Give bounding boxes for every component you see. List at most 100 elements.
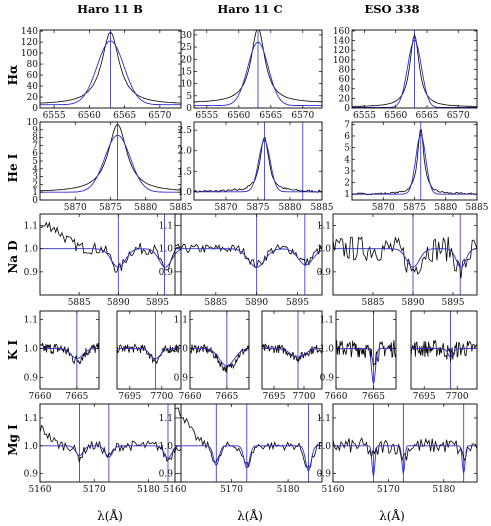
x-tick-label: 5885 — [68, 298, 91, 308]
y-tick-label: 1.0 — [320, 345, 335, 355]
observed-spectrum-line — [262, 343, 322, 363]
y-tick-label: 7 — [32, 141, 38, 151]
model-fit-line — [40, 248, 181, 268]
y-tick-label: 20 — [181, 55, 193, 65]
model-fit-line — [194, 139, 322, 193]
x-tick-label: 5875 — [403, 203, 426, 213]
observed-spectrum-line — [352, 128, 477, 196]
y-tick-label: 160 — [333, 27, 350, 37]
y-tick-label: 1.1 — [159, 414, 173, 424]
y-tick-label: 1.1 — [317, 414, 331, 424]
plot-area — [175, 404, 322, 482]
panel-frame — [332, 213, 478, 296]
panel-frame — [174, 403, 323, 483]
y-tick-label: 1 — [32, 188, 38, 198]
panel-mg-i-eso-338: 5160 5170 5180 0.9 1.0 1.1 — [317, 403, 478, 495]
y-tick-label: 120 — [333, 46, 350, 56]
y-tick-label: 4 — [344, 155, 350, 165]
observed-spectrum-line — [40, 342, 99, 365]
model-fit-line — [336, 348, 396, 385]
column-title-eso338: ESO 338 — [364, 2, 419, 16]
panel-frame — [39, 29, 182, 109]
model-fit-line — [40, 348, 99, 360]
model-fit-line — [262, 348, 322, 358]
observed-spectrum-line — [411, 339, 477, 362]
panel-k-i-haro-11-c-b: 7695 7700 — [261, 310, 323, 402]
x-tick-label: 7665 — [215, 392, 238, 402]
x-tick-label: 6570 — [447, 111, 470, 121]
y-tick-label: 120 — [21, 38, 38, 48]
observed-spectrum-line — [40, 424, 181, 463]
x-tick-label: 7700 — [446, 392, 469, 402]
y-tick-label: 2 — [32, 180, 38, 190]
y-tick-label: 0 — [32, 104, 38, 114]
y-tick-label: 2.0 — [178, 147, 193, 157]
plot-area — [175, 214, 322, 295]
y-tick-label: 1 — [344, 190, 350, 200]
x-tick-label: 5160 — [164, 485, 187, 495]
y-tick-label: 1.0 — [317, 245, 332, 255]
x-tick-label: 5880 — [279, 203, 302, 213]
y-tick-label: 60 — [339, 75, 351, 85]
plot-area — [117, 311, 181, 389]
y-tick-label: 40 — [339, 85, 351, 95]
observed-spectrum-line — [40, 221, 181, 273]
y-tick-label: 0 — [344, 104, 350, 114]
x-tick-label: 6570 — [291, 111, 314, 121]
row-label-mgi: Mg I — [6, 424, 20, 456]
x-axis-label-col3: λ(Å) — [379, 508, 405, 523]
model-fit-line — [333, 445, 477, 477]
plot-area — [333, 214, 477, 295]
plot-area — [194, 30, 322, 108]
y-tick-label: 1.1 — [24, 414, 38, 424]
observed-spectrum-line — [40, 124, 181, 192]
y-tick-label: 60 — [27, 71, 39, 81]
model-fit-line — [352, 134, 477, 195]
y-tick-label: 0.9 — [159, 268, 174, 278]
model-fit-line — [40, 445, 181, 459]
observed-spectrum-line — [190, 343, 249, 373]
model-fit-line — [333, 248, 477, 268]
x-tick-label: 5160 — [29, 485, 52, 495]
y-tick-label: 6 — [32, 149, 38, 159]
panel-he-i-eso-338: 5870 5875 5880 5885 12 3 45 6 7 — [344, 120, 488, 213]
plot-area — [40, 122, 181, 200]
y-tick-label: 5 — [32, 157, 38, 167]
panel-k-i-haro-11-c-a: 7660 7665 0.9 1.0 1.1 — [174, 310, 250, 402]
x-tick-label: 7660 — [29, 392, 52, 402]
y-tick-label: 1.1 — [317, 222, 331, 232]
y-tick-label: 8 — [32, 134, 38, 144]
y-tick-label: 140 — [21, 27, 38, 37]
x-tick-label: 7700 — [150, 392, 173, 402]
y-tick-label: 1.1 — [320, 316, 334, 326]
panel-frame — [116, 310, 182, 390]
plot-area — [40, 404, 181, 482]
x-tick-label: 5180 — [137, 485, 160, 495]
x-tick-label: 5180 — [277, 485, 300, 495]
model-fit-line — [352, 39, 477, 108]
model-fit-line — [175, 248, 322, 268]
x-tick-label: 7660 — [325, 392, 348, 402]
y-tick-label: 1.0 — [24, 245, 39, 255]
y-tick-label: 1.0 — [317, 442, 332, 452]
panel-na-d-eso-338: 5885 5890 5895 0.9 1.0 1.1 — [317, 213, 478, 308]
x-tick-label: 5870 — [64, 203, 87, 213]
x-tick-label: 6555 — [195, 111, 218, 121]
panel-frame — [351, 29, 478, 109]
y-tick-label: 0.9 — [24, 470, 39, 480]
panel-frame — [39, 403, 182, 483]
y-tick-label: 0 — [186, 104, 192, 114]
y-tick-label: 2 — [344, 179, 350, 189]
y-tick-label: 20 — [339, 94, 351, 104]
observed-spectrum-line — [333, 236, 477, 279]
panel-frame — [332, 403, 478, 483]
panel-frame — [39, 121, 182, 201]
panel-frame — [193, 29, 323, 109]
panel-frame — [335, 310, 397, 390]
x-tick-label: 5895 — [442, 298, 465, 308]
y-tick-label: 10 — [181, 80, 193, 90]
x-tick-label: 5875 — [247, 203, 270, 213]
y-tick-label: 0.9 — [24, 268, 39, 278]
